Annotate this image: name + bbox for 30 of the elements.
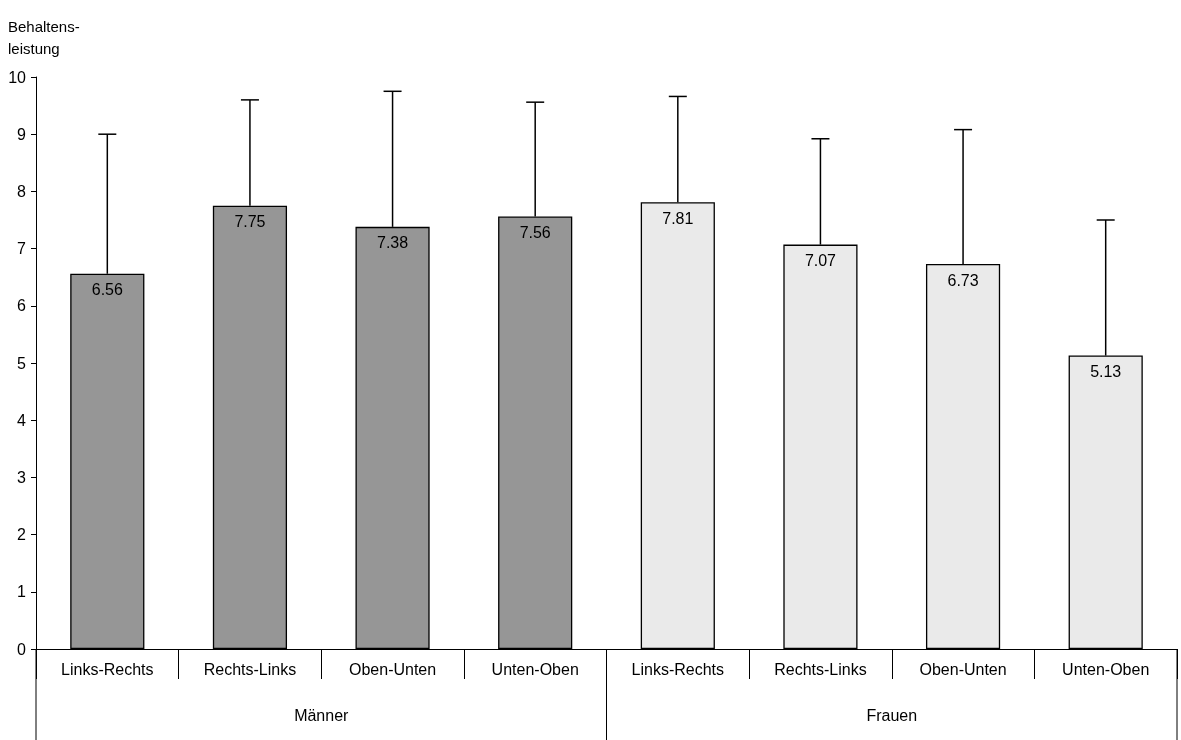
y-axis-title: Behaltens- leistung — [8, 17, 80, 57]
data-label: 7.38 — [376, 234, 409, 252]
y-tick-label: 2 — [17, 526, 27, 544]
y-tick-label: 5 — [17, 354, 27, 372]
y-tick-label: 1 — [17, 583, 27, 601]
y-tick-label: 7 — [17, 240, 27, 258]
x-tick-label: Rechts-Links — [203, 660, 297, 678]
y-tick-label: 0 — [17, 640, 27, 658]
y-tick-label: 3 — [17, 468, 27, 486]
data-label: 7.07 — [804, 252, 837, 270]
data-label: 7.75 — [234, 213, 266, 231]
data-label: 5.13 — [1090, 363, 1122, 381]
text: Männer — [294, 706, 350, 724]
y-tick-label: 4 — [17, 411, 27, 429]
text: Frauen — [866, 706, 918, 724]
x-tick-label: Oben-Unten — [348, 660, 437, 678]
x-tick-label: Rechts-Links — [774, 660, 867, 678]
x-tick-label: Unten-Oben — [491, 660, 579, 678]
x-tick-label: Unten-Oben — [1062, 660, 1150, 678]
x-tick-label: Links-Rechts — [61, 660, 154, 678]
data-label: 7.81 — [662, 209, 694, 227]
data-label: 7.56 — [519, 224, 551, 242]
x-tick-label: Oben-Unten — [919, 660, 1007, 678]
y-tick-label: 8 — [17, 182, 27, 200]
y-tick-label: 10 — [8, 68, 27, 86]
x-tick-label: Links-Rechts — [631, 660, 725, 678]
data-label: 6.73 — [947, 271, 979, 289]
y-tick-label: 9 — [17, 125, 27, 143]
y-tick-label: 6 — [17, 297, 27, 315]
data-label: 6.56 — [91, 281, 123, 299]
